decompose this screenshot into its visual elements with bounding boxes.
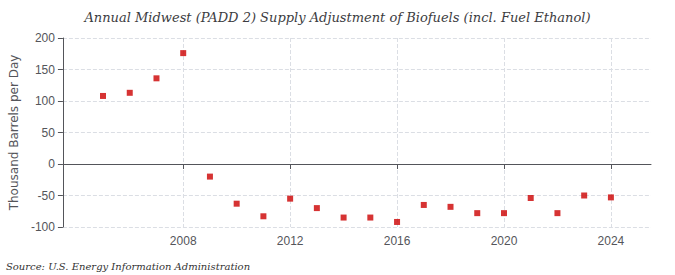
svg-text:Source: U.S. Energy Informatio: Source: U.S. Energy Information Administ… [6, 261, 250, 272]
svg-text:-100: -100 [31, 220, 55, 234]
svg-text:0: 0 [48, 157, 55, 171]
svg-text:2012: 2012 [277, 234, 304, 248]
svg-text:-50: -50 [38, 189, 56, 203]
svg-text:50: 50 [42, 126, 56, 140]
svg-text:Annual Midwest (PADD 2) Supply: Annual Midwest (PADD 2) Supply Adjustmen… [83, 10, 590, 25]
svg-text:2008: 2008 [170, 234, 197, 248]
svg-text:150: 150 [35, 63, 55, 77]
svg-text:2020: 2020 [491, 234, 518, 248]
svg-text:100: 100 [35, 94, 55, 108]
svg-text:2016: 2016 [384, 234, 411, 248]
svg-text:Thousand Barrels per Day: Thousand Barrels per Day [7, 55, 21, 212]
svg-text:2024: 2024 [598, 234, 625, 248]
svg-text:200: 200 [35, 31, 55, 45]
